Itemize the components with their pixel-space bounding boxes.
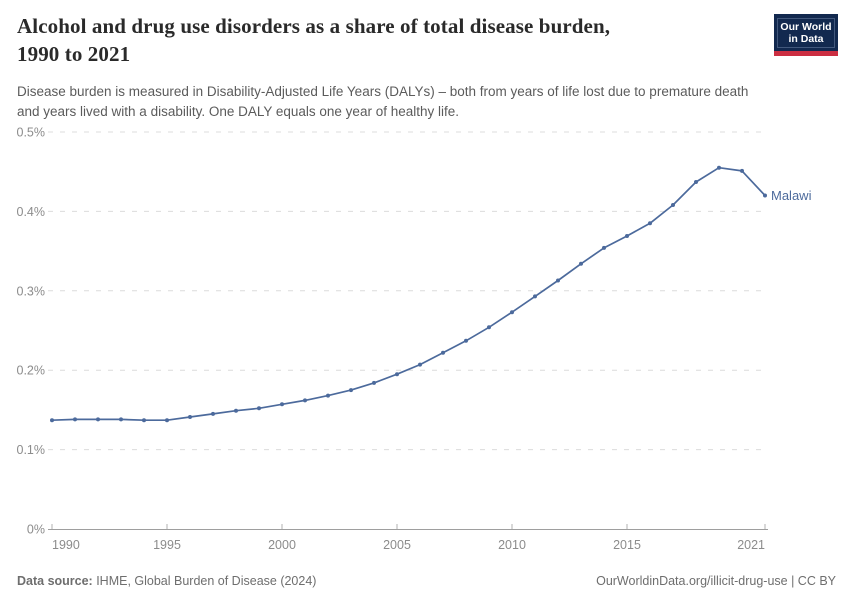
data-point[interactable] <box>671 203 675 207</box>
y-tick-label: 0.2% <box>17 364 46 378</box>
chart-header: Alcohol and drug use disorders as a shar… <box>17 12 767 121</box>
data-point[interactable] <box>211 411 215 416</box>
data-point[interactable] <box>96 417 100 422</box>
data-point[interactable] <box>602 245 606 250</box>
data-point[interactable] <box>510 310 514 315</box>
x-tick-label: 2021 <box>737 538 765 552</box>
data-point[interactable] <box>349 388 353 393</box>
owid-logo-box: Our World in Data <box>774 14 838 51</box>
data-source-text: IHME, Global Burden of Disease (2024) <box>92 574 317 588</box>
owid-logo-line-1: Our World <box>780 21 832 33</box>
data-point[interactable] <box>257 406 261 411</box>
data-point[interactable] <box>556 278 560 283</box>
data-point[interactable] <box>326 393 330 398</box>
x-tick-label: 1995 <box>153 538 181 552</box>
data-point[interactable] <box>533 294 537 299</box>
data-point[interactable] <box>73 417 77 422</box>
data-point[interactable] <box>50 418 54 423</box>
x-tick-label: 2005 <box>383 538 411 552</box>
x-tick-label: 2015 <box>613 538 641 552</box>
data-point[interactable] <box>717 165 721 170</box>
data-point[interactable] <box>188 415 192 419</box>
y-tick-label: 0.5% <box>17 126 46 140</box>
data-point[interactable] <box>165 418 169 423</box>
series-label-malawi[interactable]: Malawi <box>771 188 812 203</box>
data-point[interactable] <box>234 408 238 413</box>
license-link[interactable]: OurWorldinData.org/illicit-drug-use | CC… <box>596 574 836 588</box>
owid-logo-red-bar <box>774 51 838 56</box>
data-point[interactable] <box>280 402 284 407</box>
data-point[interactable] <box>142 418 146 423</box>
page-title: Alcohol and drug use disorders as a shar… <box>17 12 767 68</box>
data-source-label: Data source: <box>17 574 93 588</box>
data-point[interactable] <box>625 234 629 238</box>
data-point[interactable] <box>763 193 767 198</box>
data-point[interactable] <box>648 221 652 226</box>
data-point[interactable] <box>441 350 445 355</box>
data-point[interactable] <box>418 362 422 367</box>
chart-subtitle: Disease burden is measured in Disability… <box>17 84 749 119</box>
data-point[interactable] <box>395 372 399 377</box>
y-tick-label: 0.4% <box>17 205 46 219</box>
data-point[interactable] <box>119 417 123 422</box>
owid-logo[interactable]: Our World in Data <box>774 14 838 56</box>
data-point[interactable] <box>464 338 468 343</box>
data-point[interactable] <box>694 180 698 184</box>
data-point[interactable] <box>303 398 307 403</box>
x-tick-label: 1990 <box>52 538 80 552</box>
data-point[interactable] <box>487 325 491 330</box>
owid-logo-text: Our World in Data <box>777 18 835 48</box>
chart-footer: Data source: IHME, Global Burden of Dise… <box>17 574 836 588</box>
title-line-1: Alcohol and drug use disorders as a shar… <box>17 14 611 38</box>
x-tick-label: 2010 <box>498 538 526 552</box>
data-point[interactable] <box>740 168 744 173</box>
data-point[interactable] <box>372 380 376 385</box>
trend-line[interactable] <box>51 166 766 422</box>
y-tick-label: 0% <box>27 523 45 537</box>
owid-logo-line-2: in Data <box>788 33 824 45</box>
data-point[interactable] <box>579 261 583 266</box>
y-tick-label: 0.1% <box>17 443 46 457</box>
x-tick-label: 2000 <box>268 538 296 552</box>
y-tick-label: 0.3% <box>17 284 46 298</box>
title-line-2: 1990 to 2021 <box>17 42 131 66</box>
data-source: Data source: IHME, Global Burden of Dise… <box>17 574 316 588</box>
